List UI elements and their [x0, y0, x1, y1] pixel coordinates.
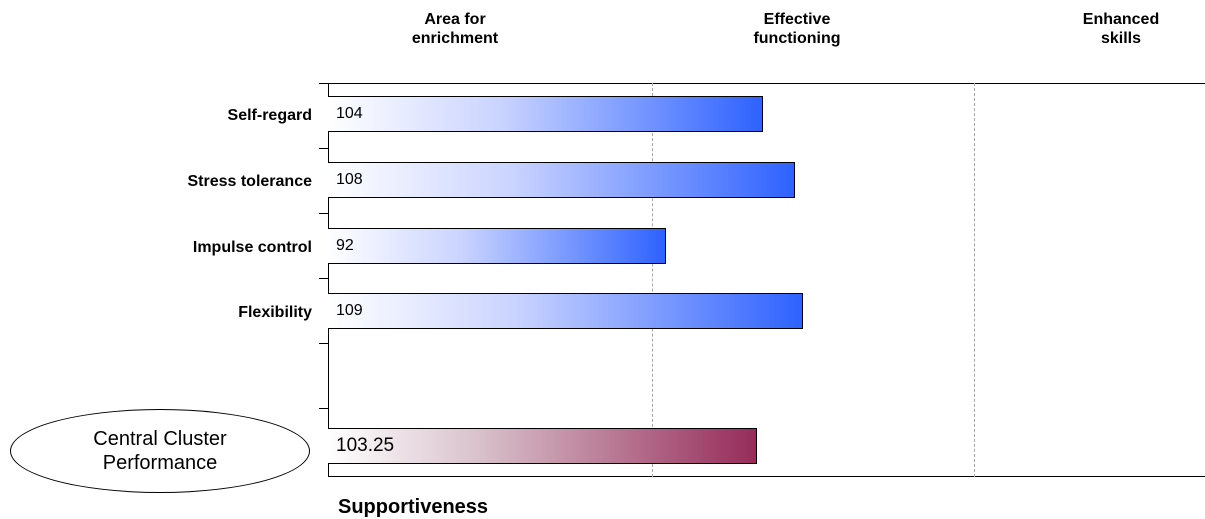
category-label: Stress tolerance — [187, 173, 312, 190]
axis-tick — [319, 408, 328, 409]
zone-divider-2 — [974, 83, 975, 477]
bar-value-label: 108 — [336, 171, 363, 188]
footer-title: Supportiveness — [338, 496, 489, 518]
zone-header-effective: Effective functioning — [697, 10, 897, 48]
zone-header-enhanced-line1: Enhanced — [1082, 11, 1160, 28]
bar: 92 — [328, 228, 667, 264]
axis-tick — [319, 343, 328, 344]
bar-value-label: 92 — [336, 237, 354, 254]
zone-header-effective-line2: functioning — [753, 30, 841, 47]
axis-tick — [319, 213, 328, 214]
axis-tick — [319, 278, 328, 279]
cluster-label-line2: Performance — [102, 452, 218, 474]
bar-value-label: 109 — [336, 302, 363, 319]
zone-header-enhanced: Enhanced skills — [1021, 10, 1205, 48]
zone-header-effective-line1: Effective — [763, 11, 831, 28]
zone-divider-1 — [652, 83, 653, 477]
bar-value-label: 104 — [336, 105, 363, 122]
bar: 104 — [328, 96, 763, 132]
category-label: Impulse control — [192, 239, 312, 256]
category-label: Flexibility — [238, 304, 312, 321]
zone-header-enhanced-line2: skills — [1100, 30, 1142, 47]
cluster-bar: 103.25 — [328, 428, 757, 464]
bar: 109 — [328, 293, 803, 329]
axis-tick — [319, 83, 328, 84]
zone-header-enrichment-line1: Area for — [424, 11, 486, 28]
axis-tick — [319, 148, 328, 149]
bar: 108 — [328, 162, 795, 198]
cluster-value-label: 103.25 — [336, 435, 395, 456]
category-label: Self-regard — [227, 107, 312, 124]
zone-header-enrichment: Area for enrichment — [355, 10, 555, 48]
zone-header-enrichment-line2: enrichment — [411, 30, 499, 47]
cluster-label-line1: Central Cluster — [93, 428, 227, 450]
chart-frame — [328, 83, 1205, 477]
cluster-oval: Central Cluster Performance — [10, 409, 310, 493]
